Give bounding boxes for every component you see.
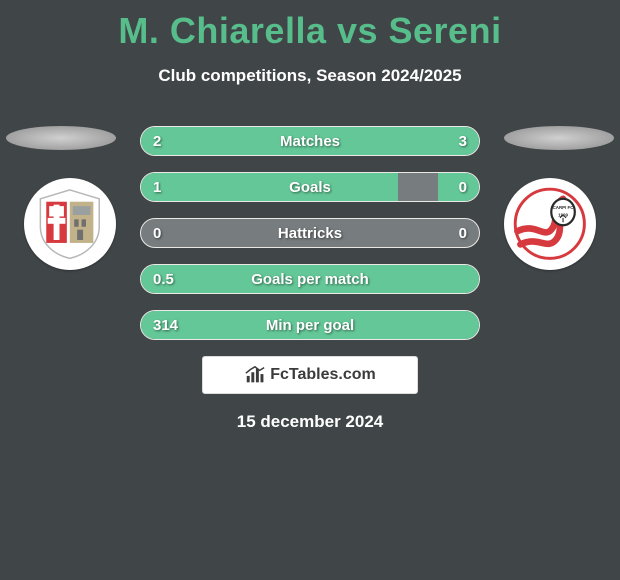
stat-value-left: 1 bbox=[141, 173, 173, 201]
svg-text:1909: 1909 bbox=[558, 213, 568, 218]
subtitle: Club competitions, Season 2024/2025 bbox=[0, 66, 620, 86]
date-text: 15 december 2024 bbox=[0, 412, 620, 432]
attribution-badge: FcTables.com bbox=[202, 356, 418, 394]
team-crest-right: CARPI FC 1909 bbox=[504, 178, 596, 270]
comparison-stage: CARPI FC 1909 23Matches10Goals00Hattrick… bbox=[0, 126, 620, 340]
stat-value-left: 314 bbox=[141, 311, 190, 339]
stat-row: 0.5Goals per match bbox=[140, 264, 480, 294]
stat-value-right bbox=[455, 311, 479, 339]
bar-chart-icon bbox=[244, 364, 266, 386]
stat-fill-left bbox=[141, 173, 398, 201]
attribution-text: FcTables.com bbox=[270, 366, 376, 384]
page-title: M. Chiarella vs Sereni bbox=[0, 0, 620, 52]
stat-fill-left bbox=[141, 265, 479, 293]
svg-text:CARPI FC: CARPI FC bbox=[553, 205, 575, 210]
crest-left-icon bbox=[33, 187, 107, 261]
stat-row: 314Min per goal bbox=[140, 310, 480, 340]
stat-row: 0 0Hattricks bbox=[140, 218, 480, 248]
stat-bars: 23Matches10Goals00Hattricks0.5Goals per … bbox=[140, 126, 480, 340]
stat-value-left: 0 bbox=[141, 219, 173, 247]
stat-value-left: 2 bbox=[141, 127, 173, 155]
pedestal-left bbox=[6, 126, 116, 150]
pedestal-right bbox=[504, 126, 614, 150]
team-crest-left bbox=[24, 178, 116, 270]
crest-right-icon: CARPI FC 1909 bbox=[513, 187, 587, 261]
stat-label: Hattricks bbox=[141, 219, 479, 247]
stat-value-right: 0 bbox=[447, 173, 479, 201]
stat-fill-left bbox=[141, 311, 479, 339]
stat-value-right bbox=[455, 265, 479, 293]
stat-value-left: 0.5 bbox=[141, 265, 186, 293]
stat-row: 23Matches bbox=[140, 126, 480, 156]
stat-value-right: 3 bbox=[447, 127, 479, 155]
stat-row: 10Goals bbox=[140, 172, 480, 202]
stat-value-right: 0 bbox=[447, 219, 479, 247]
